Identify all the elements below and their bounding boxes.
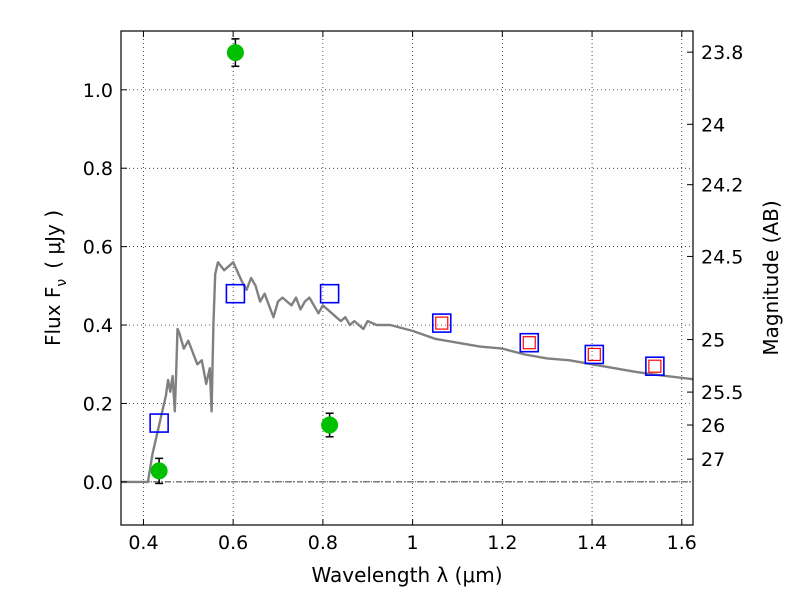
red-square-marker (648, 359, 662, 373)
y2-axis-label: Magnitude (AB) (759, 200, 783, 355)
green-point-marker (321, 416, 339, 434)
plot-frame (120, 30, 694, 526)
x-tick-label: 1.4 (577, 532, 607, 554)
y-axis-label-main: Flux F (41, 287, 65, 346)
x-tick-label: 0.8 (308, 532, 338, 554)
green-point-marker (226, 44, 244, 62)
y-tick-label: 0.4 (83, 315, 113, 337)
red-square-marker (587, 347, 601, 362)
x-tick-label: 1.6 (667, 532, 697, 554)
y2-tick-label: 23.8 (701, 42, 743, 64)
y-tick-label: 1.0 (83, 80, 113, 102)
y-axis-label-subscript: ν (54, 279, 70, 287)
y2-tick-label: 27 (701, 449, 725, 471)
red-square-marker (435, 316, 449, 330)
y-tick-label: 0.2 (83, 393, 113, 415)
blue-square-marker (645, 356, 665, 377)
y2-tick-label: 25 (701, 330, 725, 352)
y-tick-label: 0.0 (83, 472, 113, 494)
plot-background (121, 31, 693, 525)
y2-tick-label: 24.5 (701, 246, 743, 268)
data-layer (121, 38, 693, 485)
blue-square-marker (225, 283, 246, 304)
y-axis-label: Flux Fν ( μJy ) (41, 210, 70, 346)
blue-square-marker (431, 313, 452, 333)
green-point-marker (150, 462, 168, 480)
x-tick-label: 1 (407, 532, 419, 554)
red-square-marker (522, 336, 536, 350)
y2-tick-label: 26 (701, 415, 725, 437)
x-tick-label: 1.2 (487, 532, 517, 554)
blue-square-marker (319, 283, 340, 304)
y2-tick-label: 25.5 (701, 382, 743, 404)
y-tick-label: 0.6 (83, 237, 113, 259)
y2-tick-label: 24 (701, 114, 725, 136)
blue-square-marker (149, 413, 169, 433)
x-tick-label: 0.6 (218, 532, 248, 554)
blue-square-marker (519, 332, 540, 353)
y-axis-label-unit: ( μJy ) (41, 210, 65, 269)
x-axis-label: Wavelength λ (μm) (311, 563, 502, 587)
x-tick-label: 0.4 (128, 532, 158, 554)
y2-tick-label: 24.2 (701, 175, 743, 197)
tick-layer: 0.4 0.6 0.8 1 1.2 1.4 1.6 0.0 0.2 0.4 0.6 0.8 1.0 23.… (83, 31, 743, 554)
model-sed-line (121, 261, 693, 484)
blue-square-marker (584, 344, 605, 365)
y-tick-label: 0.8 (83, 158, 113, 180)
